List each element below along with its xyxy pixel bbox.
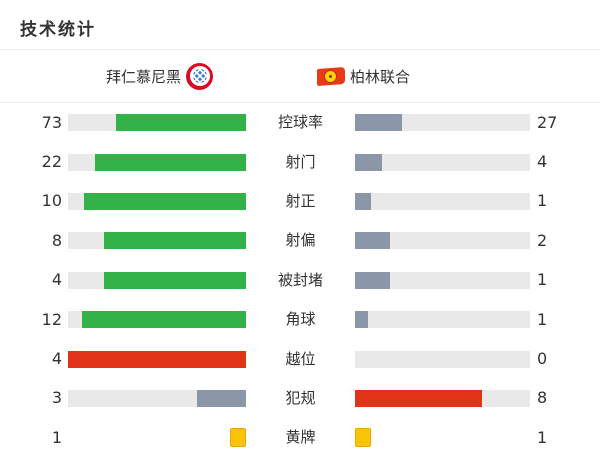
home-bar-fill xyxy=(116,114,246,132)
home-bar-fill xyxy=(84,192,246,210)
stat-row: 22 射门 4 xyxy=(20,142,580,181)
stat-row: 10 射正 1 xyxy=(20,182,580,221)
away-bar-fill xyxy=(355,311,369,329)
stat-row: 12 角球 1 xyxy=(20,300,580,339)
stat-label: 被封堵 xyxy=(277,270,323,289)
stat-row: 73 控球率 27 xyxy=(20,103,580,142)
away-bar-track xyxy=(355,153,530,171)
home-bar-track xyxy=(68,428,246,448)
home-value: 1 xyxy=(51,427,62,447)
home-bar-track xyxy=(68,389,246,407)
home-bar-fill xyxy=(95,153,246,171)
union-circle-shape xyxy=(324,69,337,83)
home-value: 4 xyxy=(51,349,62,369)
home-bar-track xyxy=(68,114,246,132)
stat-label: 角球 xyxy=(285,310,316,329)
away-bar-track xyxy=(355,428,530,448)
home-value: 4 xyxy=(51,270,62,290)
stat-row: 1 黄牌 1 xyxy=(20,418,580,457)
stat-row: 4 被封堵 1 xyxy=(20,261,580,300)
home-bar-fill xyxy=(81,311,246,329)
stat-row: 4 越位 0 xyxy=(20,339,580,378)
stat-label: 黄牌 xyxy=(285,428,316,447)
yellow-away-card-icon xyxy=(355,428,371,448)
home-bar-track xyxy=(68,311,246,329)
stats-list: 73 控球率 27 22 射门 4 10 射正 1 8 射偏 2 xyxy=(0,103,600,458)
home-value: 12 xyxy=(41,309,62,329)
away-bar-track xyxy=(355,232,530,250)
away-value: 27 xyxy=(537,112,558,132)
home-value: 73 xyxy=(41,112,62,132)
stat-label: 射偏 xyxy=(285,231,316,250)
away-value: 1 xyxy=(537,309,548,329)
union-berlin-logo-icon xyxy=(317,66,345,86)
away-team: 柏林联合 xyxy=(317,50,410,102)
away-team-name: 柏林联合 xyxy=(350,67,411,86)
away-value: 1 xyxy=(537,191,548,211)
away-bar-fill xyxy=(355,153,382,171)
away-bar-track xyxy=(355,389,530,407)
stat-label: 控球率 xyxy=(277,113,323,132)
away-bar-fill xyxy=(355,192,371,210)
away-value: 0 xyxy=(537,349,548,369)
home-value: 3 xyxy=(51,388,62,408)
away-bar-fill xyxy=(355,271,390,289)
stat-label: 犯规 xyxy=(285,388,316,407)
away-value: 8 xyxy=(537,388,548,408)
away-bar-track xyxy=(355,311,530,329)
home-bar-fill xyxy=(103,271,246,289)
away-bar-track xyxy=(355,271,530,289)
home-bar-track xyxy=(68,271,246,289)
home-bar-track xyxy=(68,192,246,210)
home-bar-fill xyxy=(103,232,246,250)
stat-row: 8 射偏 2 xyxy=(20,221,580,260)
home-bar-track xyxy=(68,350,246,368)
away-bar-track xyxy=(355,114,530,132)
away-value: 1 xyxy=(537,270,548,290)
yellow-home-card-icon xyxy=(230,428,246,448)
home-value: 8 xyxy=(51,230,62,250)
stat-label: 越位 xyxy=(285,349,316,368)
home-team-name: 拜仁慕尼黑 xyxy=(105,67,181,86)
away-value: 4 xyxy=(537,152,548,172)
away-bar-fill xyxy=(355,389,483,407)
stat-label: 射门 xyxy=(285,152,316,171)
away-value: 1 xyxy=(537,427,548,447)
page-title: 技术统计 xyxy=(20,20,96,40)
home-bar-fill xyxy=(68,350,246,368)
away-value: 2 xyxy=(537,230,548,250)
bayern-munich-logo-icon xyxy=(186,62,213,90)
away-bar-track xyxy=(355,192,530,210)
home-bar-fill xyxy=(197,389,246,407)
away-bar-track xyxy=(355,350,530,368)
home-value: 22 xyxy=(41,152,62,172)
home-bar-track xyxy=(68,153,246,171)
home-bar-track xyxy=(68,232,246,250)
home-value: 10 xyxy=(41,191,62,211)
away-bar-fill xyxy=(355,232,390,250)
away-bar-fill xyxy=(355,114,403,132)
stat-row: 3 犯规 8 xyxy=(20,379,580,418)
teams-header: 拜仁慕尼黑 柏林联合 xyxy=(0,50,600,103)
panel-header: 技术统计 xyxy=(0,0,600,50)
home-team: 拜仁慕尼黑 xyxy=(106,50,213,102)
stat-label: 射正 xyxy=(285,191,316,210)
